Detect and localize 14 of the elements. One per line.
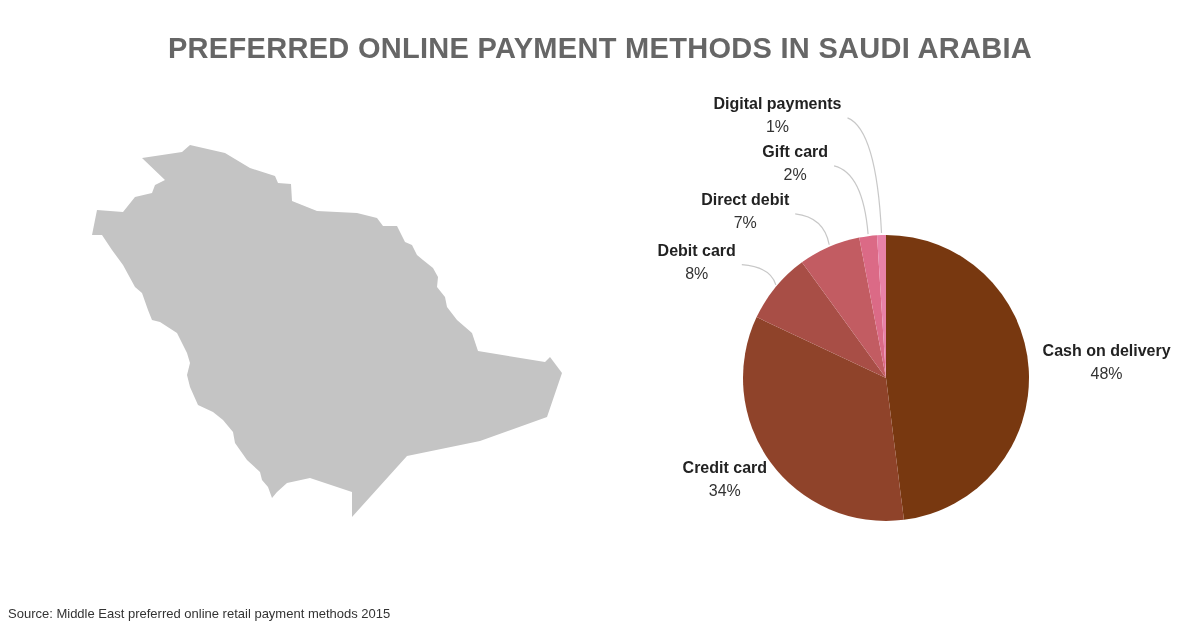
slice-label: Direct debit <box>701 190 790 208</box>
data-label: 34% <box>708 481 741 499</box>
data-label: 2% <box>783 165 807 183</box>
slice-label: Gift card <box>762 142 829 160</box>
slice-label: Debit card <box>657 241 736 259</box>
data-label: 1% <box>765 117 790 135</box>
data-label: 8% <box>685 264 709 282</box>
slice-label: Credit card <box>682 458 768 476</box>
source-note: Source: Middle East preferred online retail payment methods 2015 <box>8 606 391 622</box>
slice-label: Cash on delivery <box>1042 341 1171 359</box>
slice-label: Digital payments <box>713 94 842 112</box>
chart-title: PREFERRED ONLINE PAYMENT METHODS IN SAUDI ARABIA <box>166 31 1034 66</box>
data-label: 7% <box>733 213 757 231</box>
data-label: 48% <box>1090 364 1123 382</box>
